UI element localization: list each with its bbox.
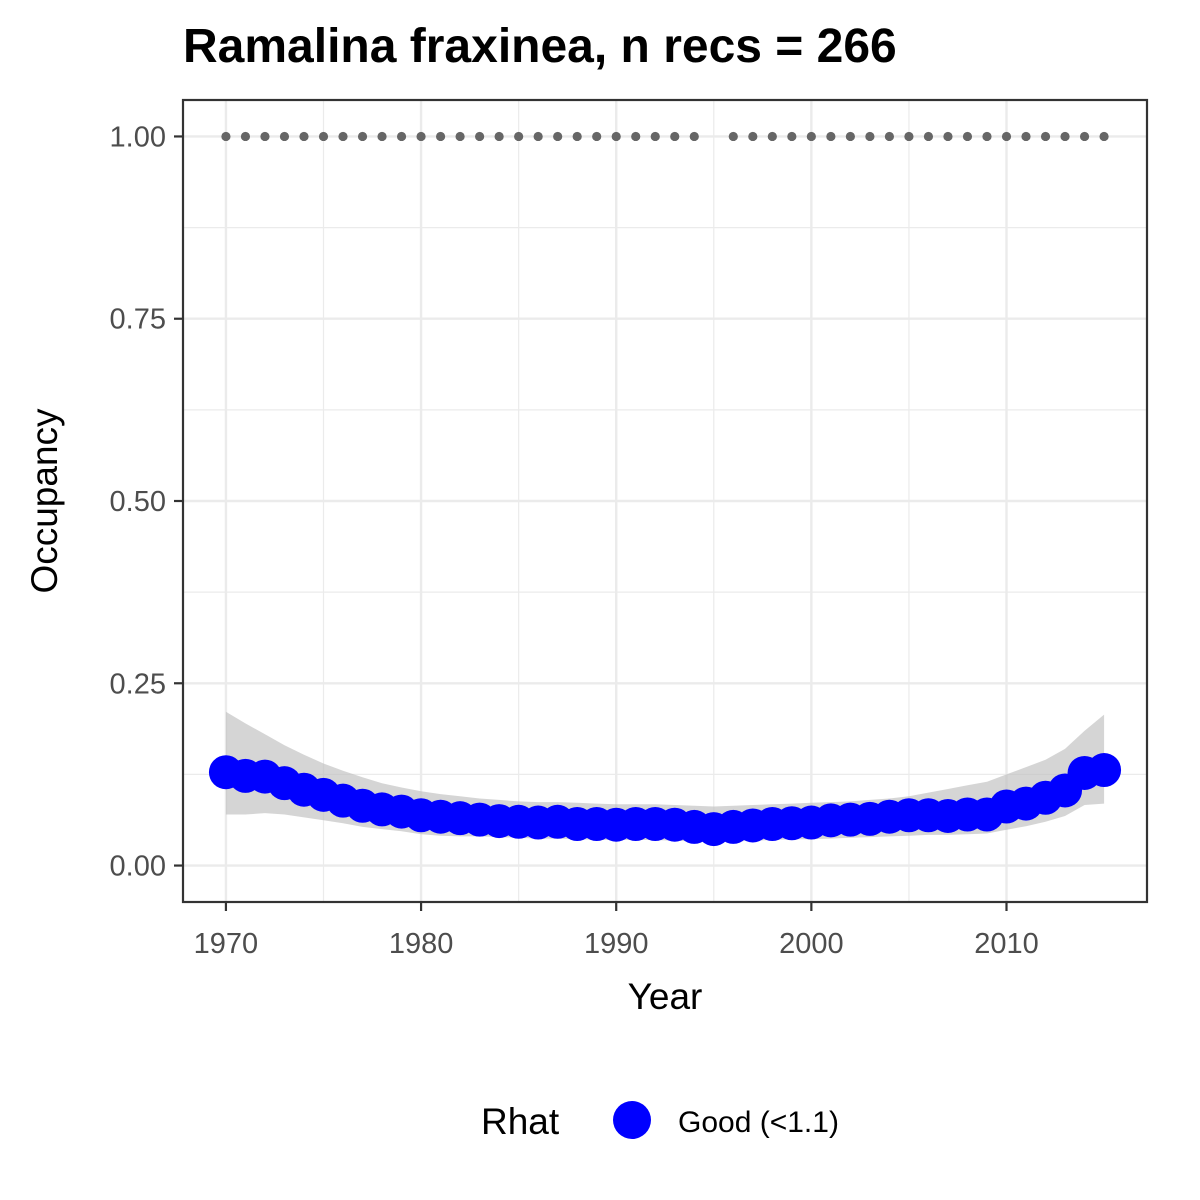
record-dot <box>728 131 738 142</box>
y-tick-label: 0.00 <box>110 851 166 883</box>
record-dot <box>1079 131 1090 142</box>
record-dot <box>572 131 582 142</box>
record-dot <box>1099 131 1109 142</box>
record-dot <box>631 131 641 142</box>
record-dot <box>884 131 895 142</box>
x-tick-label: 2010 <box>974 928 1039 960</box>
record-dot <box>1001 131 1012 142</box>
record-dot <box>455 131 465 142</box>
y-tick-label: 1.00 <box>110 121 166 153</box>
record-dot <box>533 131 543 142</box>
y-axis-title: Occupancy <box>24 408 65 594</box>
x-axis-title: Year <box>628 976 703 1017</box>
legend-title: Rhat <box>481 1101 560 1142</box>
record-dot <box>377 131 387 142</box>
record-dot <box>357 131 368 142</box>
record-dot <box>923 131 934 142</box>
record-dot <box>826 131 836 142</box>
record-dot <box>416 131 426 142</box>
x-tick-label: 1990 <box>584 928 649 960</box>
record-dot <box>962 131 973 142</box>
x-tick-label: 1970 <box>194 928 259 960</box>
record-dot <box>670 131 680 142</box>
chart-title: Ramalina fraxinea, n recs = 266 <box>183 20 897 73</box>
record-dot <box>748 131 758 142</box>
y-tick-label: 0.50 <box>110 486 166 518</box>
record-dot <box>611 131 621 142</box>
record-dots <box>221 131 1109 142</box>
record-dot <box>865 131 875 142</box>
record-dot <box>260 131 270 142</box>
record-dot <box>904 131 914 142</box>
y-tick-label: 0.75 <box>110 304 166 336</box>
x-tick-label: 1980 <box>389 928 454 960</box>
record-dot <box>338 131 348 142</box>
legend-label-good: Good (<1.1) <box>678 1106 839 1139</box>
record-dot <box>435 131 446 142</box>
x-tick-label: 2000 <box>779 928 844 960</box>
record-dot <box>767 131 777 142</box>
record-dot <box>299 131 309 142</box>
record-dot <box>221 131 231 142</box>
legend: Rhat Good (<1.1) <box>481 1101 839 1142</box>
record-dot <box>279 131 290 142</box>
record-dot <box>1021 131 1031 142</box>
legend-key-good <box>613 1101 651 1139</box>
record-dot <box>514 131 524 142</box>
record-dot <box>1060 131 1070 142</box>
record-dot <box>943 131 953 142</box>
record-dot <box>787 131 797 142</box>
record-dot <box>650 131 660 142</box>
record-dot <box>240 131 251 142</box>
y-tick-label: 0.25 <box>110 668 166 700</box>
occupancy-point <box>1087 753 1122 788</box>
record-dot <box>982 131 992 142</box>
record-dot <box>396 131 407 142</box>
record-dot <box>475 131 485 142</box>
record-dot <box>845 131 855 142</box>
axis-ticks <box>174 135 1008 911</box>
record-dot <box>553 131 563 142</box>
grid-lines <box>183 100 1147 902</box>
record-dot <box>806 131 816 142</box>
record-dot <box>318 131 329 142</box>
record-dot <box>592 131 602 142</box>
record-dot <box>689 131 699 142</box>
record-dot <box>1040 131 1051 142</box>
x-tick-labels: 1970 1980 1990 2000 2010 <box>194 928 1039 960</box>
occupancy-points <box>208 753 1122 847</box>
y-tick-labels: 0.00 0.25 0.50 0.75 1.00 <box>110 121 166 882</box>
record-dot <box>494 131 504 142</box>
